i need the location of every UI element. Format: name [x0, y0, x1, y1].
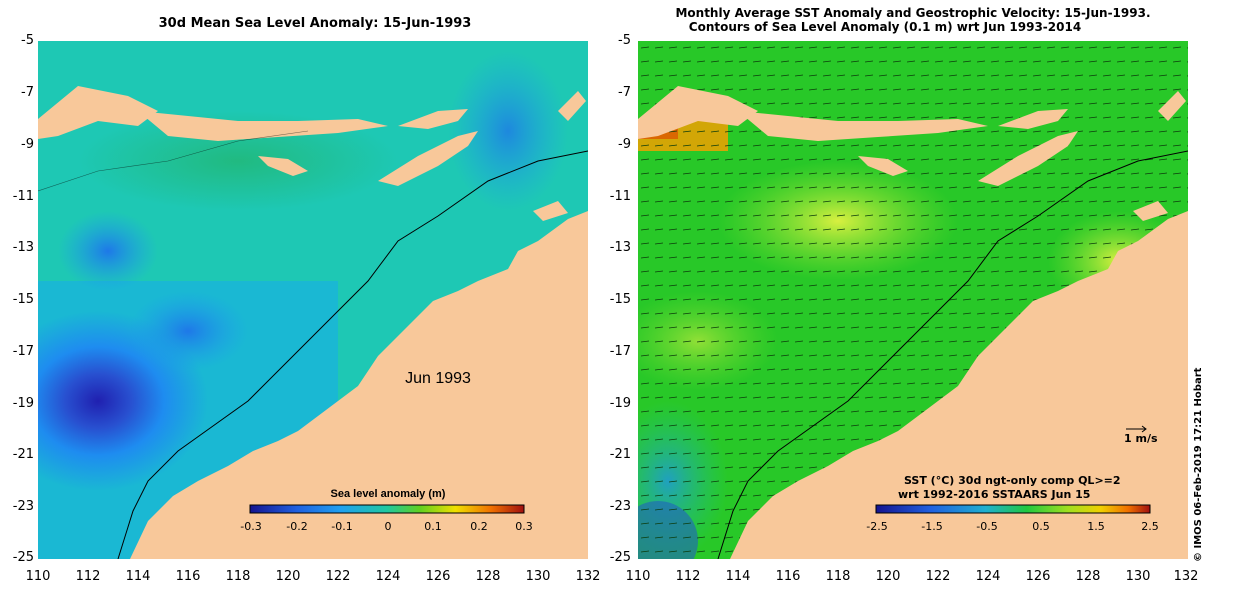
- left-x-tick: 110: [25, 569, 51, 584]
- left-x-tick: 120: [275, 569, 301, 584]
- velocity-scale-label: 1 m/s: [1124, 432, 1158, 445]
- left-x-tick: 122: [325, 569, 351, 584]
- left-x-tick: 124: [375, 569, 401, 584]
- sla-cb-tick: 0.2: [470, 520, 488, 533]
- sst-cb-tick: -1.5: [921, 520, 943, 533]
- sst-caption-line2: wrt 1992-2016 SSTAARS Jun 15: [898, 488, 1091, 501]
- left-x-tick: 132: [575, 569, 601, 584]
- imos-credit: © IMOS 06-Feb-2019 17:21 Hobart: [1193, 367, 1204, 562]
- right-y-tick: -7: [618, 85, 631, 100]
- left-x-tick: 118: [225, 569, 251, 584]
- left-y-tick: -5: [21, 33, 34, 48]
- left-x-tick: 114: [125, 569, 151, 584]
- right-panel-title-line2: Contours of Sea Level Anomaly (0.1 m) wr…: [688, 20, 1082, 34]
- sla-cb-tick: 0.1: [424, 520, 442, 533]
- left-x-tick: 128: [475, 569, 501, 584]
- right-x-tick: 126: [1025, 569, 1051, 584]
- right-x-tick: 128: [1075, 569, 1101, 584]
- sst-cb-tick: 1.5: [1087, 520, 1105, 533]
- left-y-tick: -15: [12, 292, 34, 307]
- sst-cb-tick: 2.5: [1141, 520, 1159, 533]
- right-y-tick: -15: [609, 292, 631, 307]
- right-y-tick: -21: [609, 447, 631, 462]
- sla-map-svg: Jun 1993 Sea level anomaly (m): [38, 41, 588, 559]
- right-x-tick: 132: [1173, 569, 1199, 584]
- velocity-scale-arrow: [1126, 425, 1147, 433]
- left-x-tick: 130: [525, 569, 551, 584]
- left-y-tick: -17: [12, 344, 34, 359]
- sla-cb-tick: -0.3: [240, 520, 262, 533]
- left-y-tick: -19: [12, 396, 34, 411]
- left-y-tick: -23: [12, 499, 34, 514]
- right-y-tick: -11: [609, 189, 631, 204]
- left-x-tick: 112: [75, 569, 101, 584]
- right-x-tick: 114: [725, 569, 751, 584]
- right-y-tick: -9: [618, 137, 631, 152]
- left-y-tick: -9: [21, 137, 34, 152]
- right-y-tick: -13: [609, 240, 631, 255]
- sla-map: Jun 1993 Sea level anomaly (m): [38, 41, 588, 559]
- sst-cb-tick: 0.5: [1032, 520, 1050, 533]
- left-y-tick: -7: [21, 85, 34, 100]
- right-y-tick: -17: [609, 344, 631, 359]
- sst-colorbar: [875, 504, 1151, 514]
- right-x-tick: 116: [775, 569, 801, 584]
- right-x-tick: 110: [625, 569, 651, 584]
- left-y-tick: -11: [12, 189, 34, 204]
- left-y-tick: -13: [12, 240, 34, 255]
- sst-cb-tick: -2.5: [866, 520, 888, 533]
- sla-cb-tick: 0: [384, 520, 392, 533]
- sla-cb-tick: -0.2: [286, 520, 308, 533]
- right-y-tick: -5: [618, 33, 631, 48]
- sst-map: [638, 41, 1188, 559]
- left-x-tick: 126: [425, 569, 451, 584]
- sla-cb-tick: -0.1: [331, 520, 353, 533]
- right-panel-title-line1: Monthly Average SST Anomaly and Geostrop…: [675, 6, 1151, 20]
- sla-cb-tick: 0.3: [515, 520, 533, 533]
- sla-colorbar-title: Sea level anomaly (m): [331, 488, 446, 500]
- left-x-tick: 116: [175, 569, 201, 584]
- sst-caption-line1: SST (°C) 30d ngt-only comp QL>=2: [904, 474, 1121, 487]
- right-x-tick: 120: [875, 569, 901, 584]
- right-x-tick: 118: [825, 569, 851, 584]
- sla-colorbar: [249, 504, 525, 514]
- right-x-tick: 130: [1125, 569, 1151, 584]
- left-y-tick: -25: [12, 550, 34, 565]
- right-y-tick: -25: [609, 550, 631, 565]
- right-x-tick: 124: [975, 569, 1001, 584]
- sst-map-svg: [638, 41, 1188, 559]
- right-y-tick: -23: [609, 499, 631, 514]
- sst-cb-tick: -0.5: [976, 520, 998, 533]
- left-y-tick: -21: [12, 447, 34, 462]
- jun-1993-map-label: Jun 1993: [405, 370, 471, 387]
- right-x-tick: 122: [925, 569, 951, 584]
- right-y-tick: -19: [609, 396, 631, 411]
- left-panel-title: 30d Mean Sea Level Anomaly: 15-Jun-1993: [158, 16, 472, 31]
- right-x-tick: 112: [675, 569, 701, 584]
